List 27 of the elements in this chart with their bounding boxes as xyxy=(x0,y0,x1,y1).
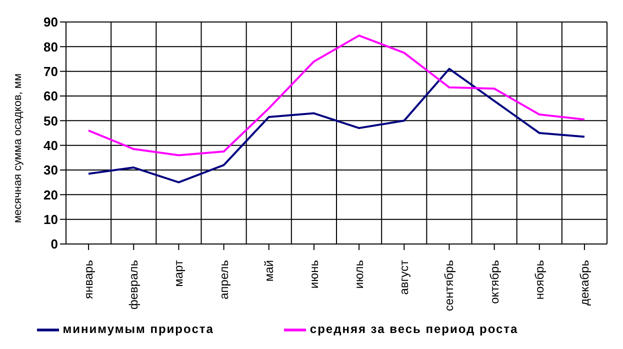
y-tick-label: 20 xyxy=(44,187,58,202)
line-series xyxy=(88,68,586,184)
y-tick-label: 90 xyxy=(44,14,58,30)
x-tick-label: сентябрь xyxy=(442,260,456,312)
y-tick-label: 0 xyxy=(50,236,58,252)
x-tick-label: декабрь xyxy=(577,260,592,306)
x-tick-label: май xyxy=(262,260,276,282)
x-tick-label: октябрь xyxy=(487,260,502,304)
y-tick-label: 10 xyxy=(44,212,58,227)
x-tick-label: январь xyxy=(82,260,96,299)
legend-label: минимумым прироста xyxy=(62,322,214,336)
y-tick-label: 30 xyxy=(44,162,58,178)
x-tick-label: июль xyxy=(352,260,366,289)
line-series xyxy=(88,34,586,156)
y-tick-label: 50 xyxy=(44,113,58,128)
x-tick-label: февраль xyxy=(126,260,141,310)
y-tick-label: 60 xyxy=(44,88,58,104)
x-tick-label: апрель xyxy=(216,260,231,300)
y-tick-label: 80 xyxy=(44,39,58,54)
y-tick-label: 40 xyxy=(44,138,58,153)
legend-label: средняя за весь период роста xyxy=(310,322,518,336)
y-axis-title: месячная сумма осадков, мм xyxy=(12,73,24,223)
x-tick-label: август xyxy=(397,260,412,295)
y-tick-label: 70 xyxy=(44,64,58,79)
x-tick-label: июнь xyxy=(306,260,321,289)
x-tick-label: ноябрь xyxy=(532,260,546,300)
x-tick-label: март xyxy=(172,260,186,287)
